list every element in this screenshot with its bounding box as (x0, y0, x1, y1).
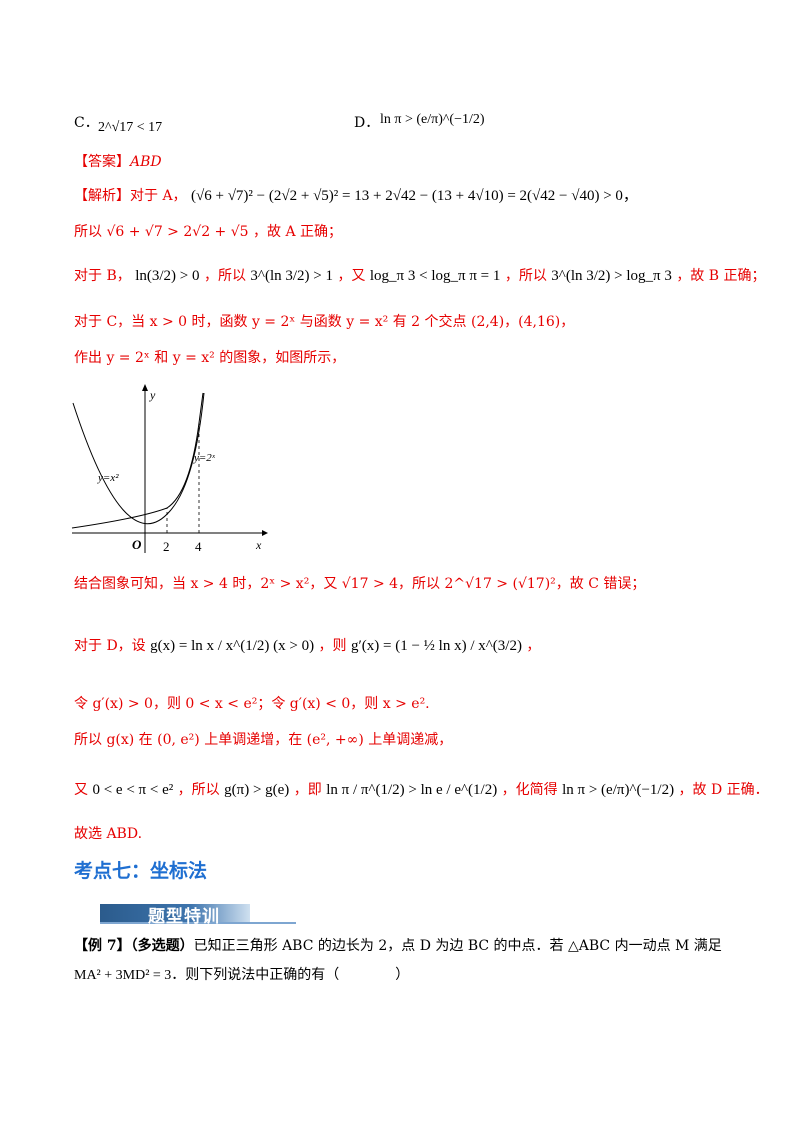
analysis-line-10: 又 0 < e < π < e² ，所以 g(π) > g(e) ，即 ln π… (74, 782, 769, 798)
option-c-math: 2^√17 < 17 (98, 120, 163, 135)
analysis-line-6: 结合图象可知，当 x > 4 时，2ˣ > x²，又 √17 > 4，所以 2^… (74, 576, 646, 592)
curve-2-power-x (71, 392, 204, 529)
function-graph: y x O 2 4 y=x² y=2ˣ (71, 384, 268, 554)
y-axis-arrow-icon (142, 384, 148, 391)
analysis-line-3: 对于 B， ln(3/2) > 0 ，所以 3^(ln 3/2) > 1 ，又 … (74, 268, 766, 284)
analysis-line-1: 【解析】对于 A， (√6 + √7)² − (2√2 + √5)² = 13 … (74, 188, 638, 204)
analysis-line-4: 对于 C，当 x > 0 时，函数 y = 2ˣ 与函数 y = x² 有 2 … (74, 314, 575, 330)
tick-4-label: 4 (195, 539, 202, 554)
tick-2-label: 2 (163, 539, 170, 554)
analysis-line-9: 所以 g(x) 在 (0, e²) 上单调递增，在 (e², +∞) 上单调递减… (74, 732, 453, 748)
answer-value: ABD (130, 154, 162, 170)
answer-tag: 【答案】 (74, 154, 130, 170)
option-d-label: D． (354, 115, 380, 131)
banner-background (100, 904, 250, 922)
analysis-a-math: (√6 + √7)² − (2√2 + √5)² = 13 + 2√42 − (… (191, 188, 638, 204)
curve-2-power-x-label: y=2ˣ (193, 452, 216, 464)
answer-line: 【答案】ABD (74, 152, 162, 172)
analysis-tag: 【解析】 (74, 188, 130, 204)
option-d-math: ln π > (e/π)^(−1/2) (380, 112, 485, 127)
origin-label: O (132, 537, 142, 552)
analysis-line-2: 所以 √6 + √7 > 2√2 + √5 ，故 A 正确； (74, 224, 343, 240)
section-banner: 题型特训 (100, 902, 296, 927)
example-7-type: （多选题） (130, 938, 194, 954)
example-7-tag: 【例 7】 (74, 938, 131, 954)
banner-underline (100, 922, 296, 924)
option-c: C． (74, 112, 99, 132)
curve-x-squared-label: y=x² (97, 472, 119, 484)
example-7-line-2: MA² + 3MD² = 3．则下列说法中正确的有（ ） (74, 968, 410, 983)
curve-x-squared (72, 392, 205, 525)
x-axis-arrow-icon (262, 530, 268, 536)
option-c-label: C． (74, 115, 99, 131)
x-axis-label: x (255, 538, 262, 552)
analysis-line-8: 令 g′(x) > 0，则 0 < x < e²；令 g′(x) < 0，则 x… (74, 696, 430, 712)
banner-text: 题型特训 (148, 907, 220, 927)
analysis-conclusion: 故选 ABD. (74, 826, 143, 842)
section-heading: 考点七：坐标法 (74, 860, 208, 882)
y-axis-label: y (149, 388, 156, 402)
example-7-line-1: 【例 7】（多选题）已知正三角形 ABC 的边长为 2，点 D 为边 BC 的中… (74, 938, 722, 954)
option-d: D． (354, 112, 379, 132)
analysis-line-7: 对于 D，设 g(x) = ln x / x^(1/2) (x > 0) ，则 … (74, 638, 541, 654)
analysis-line-5: 作出 y = 2ˣ 和 y = x² 的图象，如图所示， (74, 350, 346, 366)
